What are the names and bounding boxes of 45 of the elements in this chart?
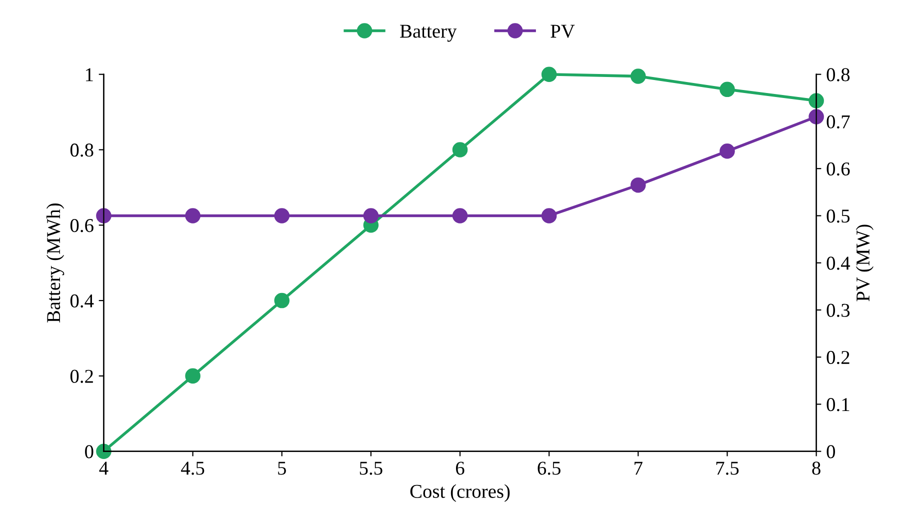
y-axis-title: Battery (MWh) <box>46 203 64 322</box>
y2-tick-label: 0.8 <box>826 68 850 82</box>
point <box>185 368 200 384</box>
y2-tick-label: 0.5 <box>826 210 850 223</box>
point <box>274 208 290 224</box>
y2-tick-label: 0.2 <box>826 350 850 364</box>
point <box>720 82 735 98</box>
point <box>630 177 646 193</box>
point <box>185 208 200 224</box>
x-tick-label: 4 <box>99 462 108 475</box>
legend-label: PV <box>550 24 575 38</box>
point <box>720 144 735 159</box>
y-tick-label: 0.8 <box>70 144 94 157</box>
point <box>96 444 112 459</box>
x-tick-label: 6 <box>456 462 464 475</box>
y-tick-label: 0.4 <box>70 294 94 308</box>
legend-label: Battery <box>400 24 457 42</box>
x-tick-label: 7.5 <box>716 462 739 475</box>
point <box>541 208 557 224</box>
x-tick-label: 5 <box>278 462 286 475</box>
y-tick-label: 1 <box>86 68 93 82</box>
y2-tick-label: 0.7 <box>826 115 850 128</box>
y-tick-label: 0 <box>85 445 94 458</box>
point <box>274 292 290 308</box>
y2-tick-label: 0.3 <box>826 304 850 317</box>
x-axis-title: Cost (crores) <box>410 484 510 502</box>
y-tick-label: 0.2 <box>70 370 93 383</box>
x-tick-label: 7 <box>634 462 642 475</box>
point <box>541 66 557 82</box>
point <box>452 208 468 224</box>
point <box>808 93 824 108</box>
x-tick-label: 4.5 <box>181 462 204 475</box>
x-tick-label: 8 <box>812 462 820 475</box>
y2-axis-title: PV (MW) <box>856 224 874 302</box>
point <box>452 142 468 158</box>
point <box>363 208 379 224</box>
y2-tick-label: 0.6 <box>826 162 850 176</box>
y2-tick-label: 0.1 <box>826 398 850 412</box>
point <box>630 68 646 84</box>
y2-tick-label: 0.4 <box>826 256 850 270</box>
x-tick-label: 5.5 <box>360 462 382 475</box>
point <box>808 109 824 124</box>
y-tick-label: 0.6 <box>70 218 94 232</box>
x-tick-label: 6.5 <box>538 462 560 475</box>
y2-tick-label: 0 <box>826 445 836 458</box>
